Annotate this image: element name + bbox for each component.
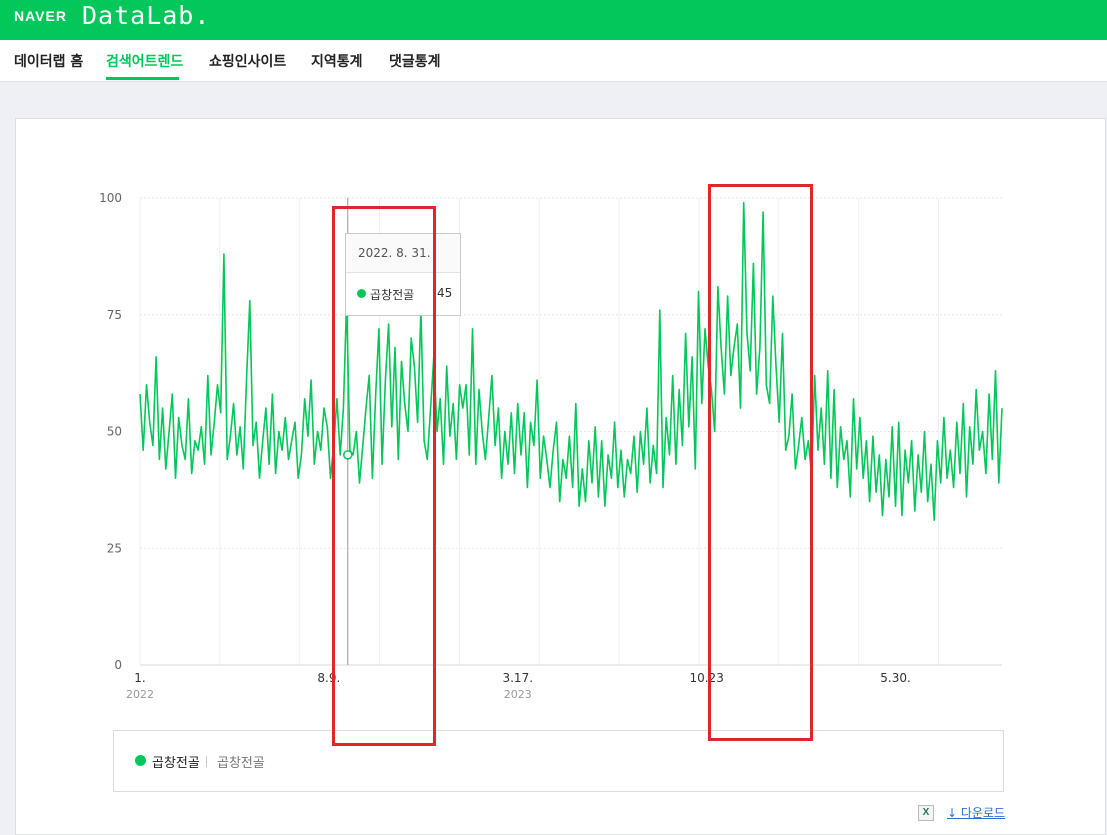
legend-dot-icon bbox=[135, 755, 146, 766]
chart-card bbox=[15, 118, 1106, 835]
y-tick-label: 100 bbox=[99, 191, 122, 205]
x-tick-label: 1. bbox=[134, 671, 145, 685]
nav-item-comment-stats[interactable]: 댓글통계 bbox=[389, 54, 441, 70]
tooltip-date: 2022. 8. 31. bbox=[358, 246, 431, 260]
x-tick-year-label: 2023 bbox=[504, 688, 532, 701]
tooltip-series-dot-icon bbox=[357, 289, 366, 298]
top-header: NAVER DataLab. bbox=[0, 0, 1107, 40]
series-line-gobchang-jeongol bbox=[139, 201, 1003, 522]
nav-item-datalab-home[interactable]: 데이터랩 홈 bbox=[14, 54, 84, 70]
y-tick-label: 0 bbox=[114, 658, 122, 672]
datalab-logo[interactable]: DataLab. bbox=[82, 1, 211, 30]
chart-tooltip: 2022. 8. 31. 곱창전골 45 bbox=[345, 233, 461, 316]
tooltip-value: 45 bbox=[437, 286, 453, 300]
x-tick-year-label: 2022 bbox=[126, 688, 154, 701]
x-tick-label: 5.30. bbox=[880, 671, 911, 685]
nav-item-search-trend[interactable]: 검색어트렌드 bbox=[106, 54, 184, 70]
main-nav: 데이터랩 홈 검색어트렌드 쇼핑인사이트 지역통계 댓글통계 bbox=[0, 40, 1107, 82]
tooltip-header: 2022. 8. 31. bbox=[346, 234, 460, 273]
x-tick-label: 3.17. bbox=[502, 671, 533, 685]
nav-item-region-stats[interactable]: 지역통계 bbox=[311, 54, 363, 70]
legend-series-name[interactable]: 곱창전골 bbox=[152, 756, 200, 771]
x-tick-label: 10.23 bbox=[689, 671, 723, 685]
tooltip-series-name: 곱창전골 bbox=[370, 288, 415, 302]
legend-series-term: 곱창전골 bbox=[217, 756, 265, 771]
hover-point bbox=[343, 450, 353, 460]
y-tick-label: 75 bbox=[107, 308, 122, 322]
nav-item-shopping-insight[interactable]: 쇼핑인사이트 bbox=[209, 54, 287, 70]
y-tick-label: 25 bbox=[107, 541, 122, 555]
legend-divider bbox=[206, 756, 207, 767]
excel-icon[interactable]: X bbox=[918, 805, 934, 821]
active-tab-indicator bbox=[106, 77, 179, 80]
naver-logo[interactable]: NAVER bbox=[14, 8, 67, 24]
highlight-box-1 bbox=[332, 206, 437, 746]
highlight-box-2 bbox=[708, 184, 814, 741]
chart-legend: 곱창전골 곱창전골 bbox=[113, 730, 1004, 792]
download-label: 다운로드 bbox=[960, 806, 1006, 820]
download-link[interactable]: ↓ 다운로드 bbox=[947, 806, 1006, 820]
y-tick-label: 50 bbox=[107, 425, 122, 439]
